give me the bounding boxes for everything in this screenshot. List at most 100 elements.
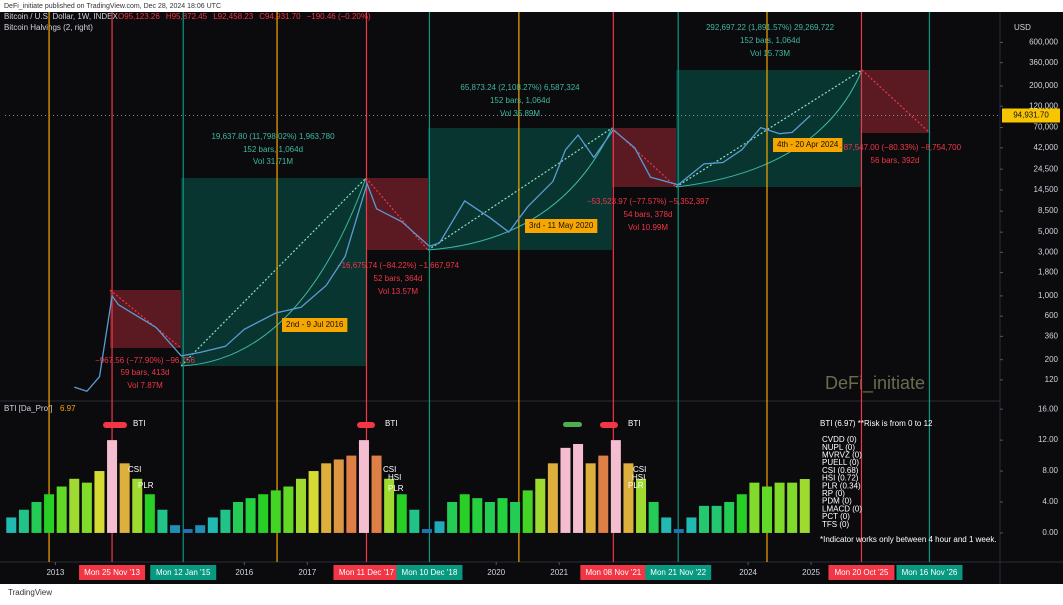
bti-bar bbox=[396, 494, 407, 533]
watermark: DeFi_initiate bbox=[825, 373, 925, 394]
signal-label: PLR bbox=[628, 481, 644, 490]
measure-label: Vol 10.99M bbox=[628, 223, 668, 232]
bti-bar bbox=[220, 509, 231, 533]
date-label: Mon 08 Nov '21 bbox=[585, 568, 641, 577]
legend-item: HSI (0.72) bbox=[822, 474, 859, 483]
bti-bar bbox=[182, 529, 193, 533]
halving-label: 3rd - 11 May 2020 bbox=[529, 221, 594, 230]
measure-label: Vol 35.89M bbox=[500, 109, 540, 118]
measure-label: Vol 15.73M bbox=[750, 49, 790, 58]
signal-label: PLR bbox=[138, 481, 154, 490]
bti-bar bbox=[283, 486, 294, 533]
projection bbox=[611, 127, 677, 188]
signal-label: BTI bbox=[385, 419, 397, 428]
bti-bar bbox=[598, 455, 609, 533]
y-tick-label: 0.00 bbox=[1042, 528, 1058, 537]
y-tick-label: 8.00 bbox=[1042, 466, 1058, 475]
date-flag bbox=[79, 565, 146, 580]
axis-unit: USD bbox=[1014, 23, 1031, 32]
ohlc-value: O95,123.26 bbox=[118, 12, 160, 21]
publisher: DeFi_initiate published on TradingView.c… bbox=[4, 3, 221, 10]
y-tick-label: 8,500 bbox=[1038, 206, 1059, 215]
measure-label: −16,675.74 (−84.22%) −1,667,974 bbox=[337, 261, 460, 270]
bti-bar bbox=[421, 529, 432, 533]
measure-label: 152 bars, 1,064d bbox=[243, 145, 303, 154]
bti-bar bbox=[245, 498, 256, 533]
legend-item: CSI (0.68) bbox=[822, 466, 859, 475]
symbol: Bitcoin / U.S. Dollar, 1W, INDEX bbox=[4, 12, 118, 21]
projection bbox=[109, 289, 182, 349]
bti-bar bbox=[18, 509, 29, 533]
bti-bar bbox=[736, 494, 747, 533]
y-tick-label: 600 bbox=[1045, 311, 1059, 320]
bti-bar bbox=[321, 463, 332, 533]
bti-bar bbox=[648, 501, 659, 533]
y-tick-label: 1,000 bbox=[1038, 291, 1059, 300]
bti-bar bbox=[497, 498, 508, 533]
date-label: Mon 20 Oct '25 bbox=[834, 568, 889, 577]
y-tick-label: 14,500 bbox=[1034, 185, 1059, 194]
signal-label: PLR bbox=[388, 484, 404, 493]
footer-brand: TradingView bbox=[8, 588, 52, 597]
measure-label: −53,523.97 (−77.57%) −5,352,397 bbox=[587, 197, 710, 206]
bti-bar bbox=[560, 447, 571, 533]
y-tick-label: 4.00 bbox=[1042, 497, 1058, 506]
bti-bar bbox=[459, 494, 470, 533]
chart-bg bbox=[0, 12, 1063, 584]
measure-label: −87,547.00 (−80.33%) −8,754,700 bbox=[839, 143, 962, 152]
y-tick-label: 16.00 bbox=[1038, 404, 1059, 413]
legend-item: LMACD (0) bbox=[822, 504, 862, 513]
projection bbox=[861, 69, 931, 134]
signal-label: HSI bbox=[388, 473, 401, 482]
date-label: Mon 25 Nov '13 bbox=[84, 568, 140, 577]
signal-pill bbox=[600, 422, 618, 428]
bti-bar bbox=[472, 498, 483, 533]
signal-label: BTI bbox=[628, 419, 640, 428]
projection bbox=[675, 69, 863, 188]
legend-item: PLR (0.34) bbox=[822, 481, 861, 490]
y-tick-label: 3,000 bbox=[1038, 247, 1059, 256]
bti-bar bbox=[107, 440, 118, 533]
date-flag bbox=[150, 565, 217, 580]
bti-bar bbox=[270, 490, 281, 533]
x-tick-label: 2016 bbox=[235, 568, 253, 577]
bti-bar bbox=[81, 482, 92, 533]
indicator-title: BTI [Da_Prof] bbox=[4, 404, 52, 413]
signal-label: CSI bbox=[633, 465, 646, 474]
y-tick-label: 360 bbox=[1045, 331, 1059, 340]
y-tick-label: 70,000 bbox=[1034, 123, 1059, 132]
halving-label: 2nd - 9 Jul 2016 bbox=[286, 320, 344, 329]
bti-bar bbox=[573, 443, 584, 533]
measure-label: 54 bars, 378d bbox=[624, 210, 673, 219]
bti-bar bbox=[636, 478, 647, 533]
bti-bar bbox=[510, 501, 521, 533]
bti-bar bbox=[434, 521, 445, 533]
date-label: Mon 11 Dec '17 bbox=[339, 568, 395, 577]
halving-flag bbox=[282, 318, 348, 332]
bti-bar bbox=[56, 486, 67, 533]
halving-flag bbox=[525, 219, 598, 233]
measure-label: 152 bars, 1,064d bbox=[490, 96, 550, 105]
bti-bar bbox=[233, 501, 244, 533]
legend-item: CVDD (0) bbox=[822, 435, 857, 444]
ohlc-value: −190.46 (−0.20%) bbox=[307, 12, 371, 21]
bti-bar bbox=[610, 440, 621, 533]
y-tick-label: 24,500 bbox=[1034, 164, 1059, 173]
y-tick-label: 12.00 bbox=[1038, 435, 1059, 444]
bti-bar bbox=[774, 482, 785, 533]
legend-item: PUELL (0) bbox=[822, 458, 859, 467]
signal-label: CSI bbox=[383, 465, 396, 474]
legend-item: PCT (0) bbox=[822, 512, 850, 521]
bti-bar bbox=[623, 463, 634, 533]
measure-label: 65,873.24 (2,108.27%) 6,587,324 bbox=[460, 83, 580, 92]
ohlc-value: C94,931.70 bbox=[259, 12, 301, 21]
y-tick-label: 5,000 bbox=[1038, 227, 1059, 236]
bti-bar bbox=[384, 478, 395, 533]
bti-bar bbox=[661, 517, 672, 533]
x-tick-label: 2021 bbox=[550, 568, 568, 577]
measure-label: 152 bars, 1,064d bbox=[740, 36, 800, 45]
ohlc-value: H95,872.45 bbox=[166, 12, 208, 21]
legend-item: PDM (0) bbox=[822, 497, 852, 506]
y-tick-label: 200,000 bbox=[1029, 81, 1058, 90]
measure-label: Vol 31.71M bbox=[253, 157, 293, 166]
